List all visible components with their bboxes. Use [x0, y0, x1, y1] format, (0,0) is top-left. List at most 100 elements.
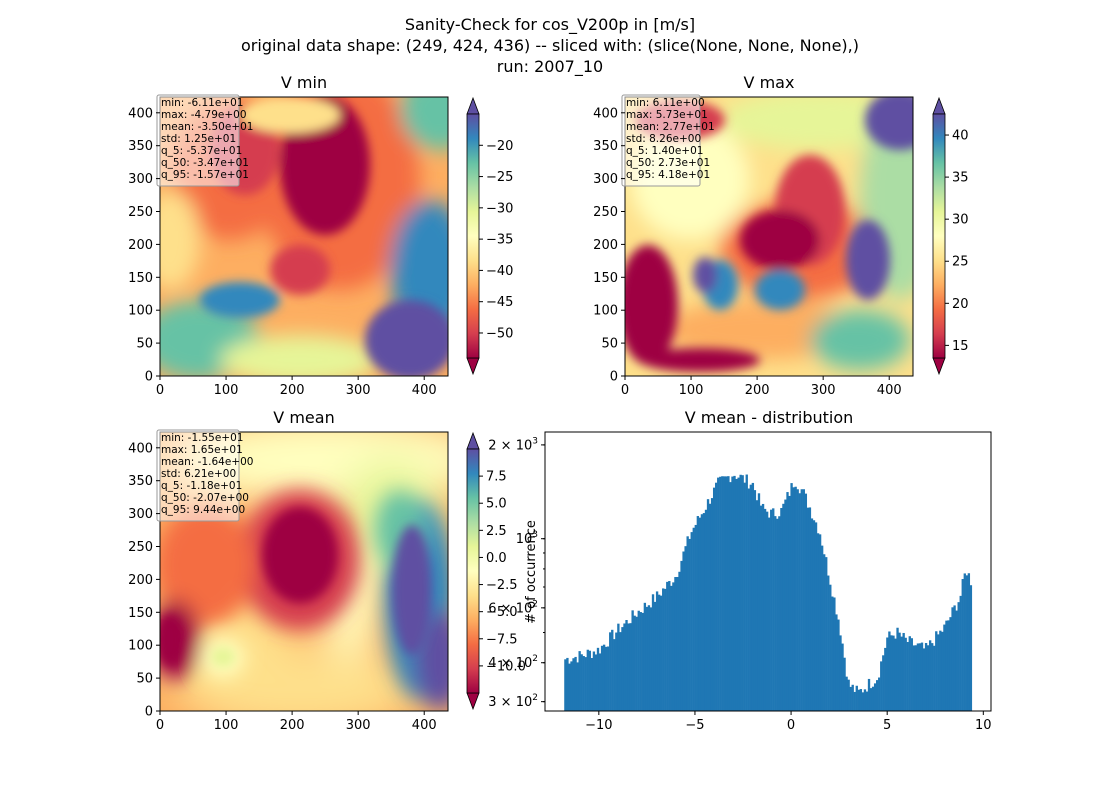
histogram-bar	[851, 684, 854, 711]
stat-line: mean: 2.77e+01	[626, 121, 715, 133]
histogram-bar	[941, 631, 944, 711]
histogram-bar	[647, 605, 651, 711]
histogram-bar	[700, 514, 704, 711]
y-tick-label: 250	[593, 205, 618, 220]
figure-title-line-1: Sanity-Check for cos_V200p in [m/s]	[405, 15, 695, 35]
histogram-bar	[757, 493, 761, 711]
y-tick-label: 350	[128, 474, 153, 489]
histogram-bar	[662, 588, 665, 711]
histogram-bar	[733, 475, 736, 711]
colorbar-extend-max	[466, 96, 480, 115]
histogram-bar	[708, 503, 712, 711]
histogram-bar	[721, 476, 724, 711]
histogram-bar	[931, 643, 934, 711]
figure-title-line-3: run: 2007_10	[497, 57, 603, 77]
histogram-bar	[600, 645, 604, 711]
histogram-bar	[871, 686, 875, 711]
colorbar-tick-label: −35	[486, 233, 513, 248]
colorbar-extend-min	[932, 357, 946, 376]
histogram-bar	[888, 631, 891, 711]
histogram-bar	[957, 602, 960, 711]
histogram-bar	[900, 636, 903, 711]
histogram-bar	[774, 516, 777, 711]
histogram-bar	[945, 620, 948, 711]
y-tick-label: 3 × 102	[488, 693, 538, 710]
y-tick-label: 300	[128, 172, 153, 187]
histogram-bar	[749, 484, 752, 711]
stat-line: q_5: 1.40e+01	[626, 145, 703, 157]
histogram-bar	[778, 516, 781, 711]
stat-line: min: -6.11e+01	[161, 97, 243, 109]
histogram-bar	[788, 495, 791, 711]
histogram-bar	[967, 573, 971, 711]
colorbar-extend-max	[932, 96, 946, 115]
histogram-bar	[706, 499, 710, 711]
stat-line: q_5: -1.18e+01	[161, 480, 242, 492]
x-tick-label: 0	[787, 718, 795, 733]
panel-v-mean-distribution: V mean - distribution # of occurrence −1…	[488, 408, 991, 733]
histogram-bar	[655, 591, 659, 711]
histogram-bar	[845, 676, 848, 711]
y-tick-label: 0	[145, 705, 153, 720]
histogram-bar	[588, 650, 592, 711]
histogram-bar	[690, 532, 693, 711]
histogram-bar	[717, 477, 720, 711]
histogram-bar	[894, 638, 897, 711]
histogram-bar	[725, 476, 728, 711]
colorbar-tick-label: −10.0	[486, 659, 526, 674]
histogram-bar	[890, 635, 893, 711]
panel-title: V mean - distribution	[685, 408, 854, 427]
histogram-bar	[759, 505, 763, 711]
histogram-bar	[776, 518, 779, 711]
histogram-bar	[676, 576, 679, 711]
histogram-bar	[607, 646, 610, 711]
x-tick-label: 100	[679, 383, 704, 398]
colorbar-tick-label: 20	[952, 297, 969, 312]
colorbar-tick-label: −40	[486, 264, 513, 279]
histogram-bar	[684, 546, 687, 711]
stat-line: max: 1.65e+01	[161, 444, 243, 456]
histogram-bar	[619, 632, 622, 711]
histogram-bar	[765, 511, 769, 711]
histogram-bar	[745, 474, 748, 711]
histogram-bar	[643, 602, 647, 711]
colorbar-tick-label: 5.0	[486, 497, 507, 512]
histogram-bar	[841, 643, 844, 711]
histogram-bar	[898, 632, 901, 711]
histogram-bar	[806, 507, 810, 711]
histogram-bar	[645, 606, 649, 711]
y-tick-label: 150	[128, 606, 153, 621]
colorbar-tick-label: 40	[952, 129, 969, 144]
stats-box: min: -1.55e+01 max: 1.65e+01 mean: -1.64…	[156, 429, 253, 522]
histogram-bar	[631, 610, 634, 711]
histogram-bar	[602, 644, 606, 711]
histogram-bar	[639, 612, 642, 711]
plot-frame	[159, 431, 449, 712]
x-tick-label: 10	[975, 718, 992, 733]
x-tick-label: −10	[585, 718, 612, 733]
stat-line: mean: -3.50e+01	[161, 121, 253, 133]
histogram-bar	[751, 482, 755, 711]
histogram-bar	[739, 474, 742, 711]
x-tick-label: 100	[214, 718, 239, 733]
axes: 0 100 200 300 400 0 50 100 150 200 250 300 350 400	[593, 106, 901, 398]
histogram-bar	[906, 642, 909, 711]
histogram-bar	[621, 627, 624, 711]
panel-v-mean: V mean	[128, 408, 526, 733]
y-tick-label: 150	[128, 271, 153, 286]
histogram-bar	[800, 489, 803, 711]
histogram-bar	[804, 493, 808, 711]
stat-line: std: 6.21e+00	[161, 468, 236, 480]
colorbar-tick-label: −5.0	[486, 605, 518, 620]
histogram-bar	[735, 478, 738, 711]
colorbar: −50 −45 −40 −35 −30 −25 −20	[466, 96, 513, 376]
histogram-bar	[873, 683, 877, 711]
colorbar-tick-label: −45	[486, 295, 513, 310]
colorbar-tick-label: 35	[952, 171, 969, 186]
colorbar-tick-label: 7.5	[486, 470, 507, 485]
histogram-bar	[596, 647, 600, 711]
histogram-bar	[727, 476, 730, 711]
plot-frame	[544, 431, 992, 712]
histogram-bar	[611, 629, 614, 711]
